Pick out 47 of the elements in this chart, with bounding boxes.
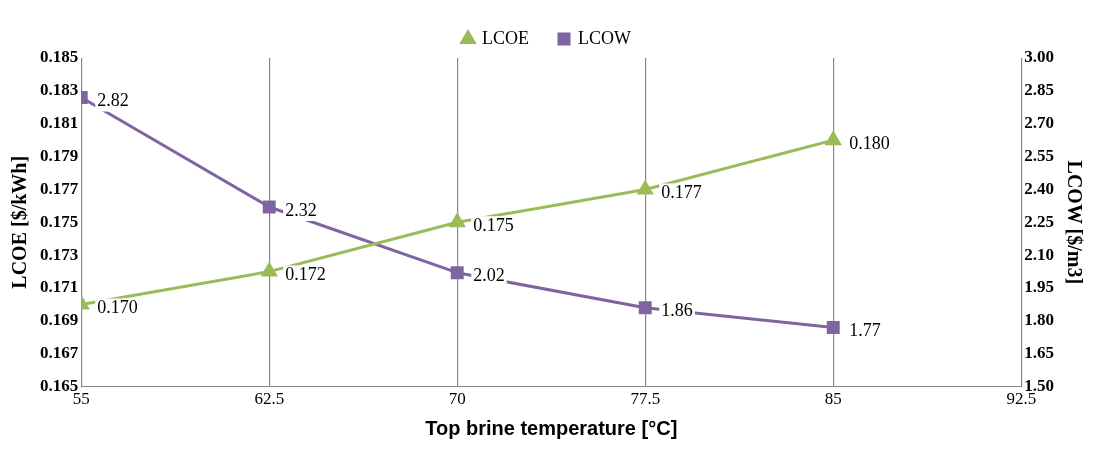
point (262, 200, 276, 214)
y-axis-title: LCOE [$/kWh] (8, 155, 31, 289)
point (637, 180, 653, 195)
data-label: 2.32 (285, 199, 317, 220)
data-label: 0.177 (661, 182, 702, 203)
data-label: 0.175 (473, 215, 514, 236)
y-tick-label: 0.175 (40, 211, 79, 231)
y-tick-label: 0.179 (40, 145, 79, 165)
y2-tick-label: 2.55 (1024, 145, 1054, 165)
y2-tick-label: 3.00 (1024, 47, 1054, 67)
data-label: 1.86 (661, 300, 693, 321)
y-tick-label: 0.169 (40, 310, 79, 330)
point (261, 263, 277, 277)
y2-tick-label: 2.40 (1024, 178, 1054, 198)
y2-tick-label: 1.65 (1024, 343, 1054, 363)
y2-axis-title: LCOW [$/m3] (1063, 160, 1086, 285)
data-label: 1.77 (849, 320, 881, 341)
point (450, 266, 464, 280)
data-label: 0.180 (849, 132, 890, 153)
y2-tick-label: 2.70 (1024, 113, 1054, 133)
y-tick-label: 0.183 (40, 80, 79, 100)
x-tick-label: 77.5 (630, 389, 661, 409)
y-tick-label: 0.173 (40, 244, 79, 264)
y2-tick-label: 2.25 (1024, 211, 1054, 231)
y2-tick-label: 2.85 (1024, 80, 1054, 100)
y2-tick-label: 2.10 (1024, 244, 1054, 264)
y-tick-label: 0.171 (40, 277, 79, 297)
point (449, 213, 465, 228)
y-tick-label: 0.177 (40, 178, 79, 198)
y2-tick-label: 1.80 (1024, 310, 1054, 330)
legend-label: LCOW (578, 27, 631, 48)
point (826, 321, 840, 334)
x-tick-label: 85 (824, 389, 842, 409)
y2-tick-label: 1.95 (1024, 277, 1054, 297)
y-tick-label: 0.167 (40, 343, 79, 363)
x-tick-label: 62.5 (254, 389, 285, 409)
x-tick-label: 70 (448, 389, 466, 409)
data-label: 0.170 (97, 297, 138, 318)
y-tick-label: 0.181 (40, 113, 79, 133)
legend-label: LCOE (482, 27, 530, 48)
data-label: 0.172 (285, 264, 326, 285)
x-axis-title: Top brine temperature [°C] (425, 416, 678, 439)
point (638, 301, 652, 315)
point (825, 131, 841, 146)
data-label: 2.82 (97, 90, 129, 111)
y-tick-label: 0.185 (40, 47, 79, 67)
data-label: 2.02 (473, 265, 505, 286)
